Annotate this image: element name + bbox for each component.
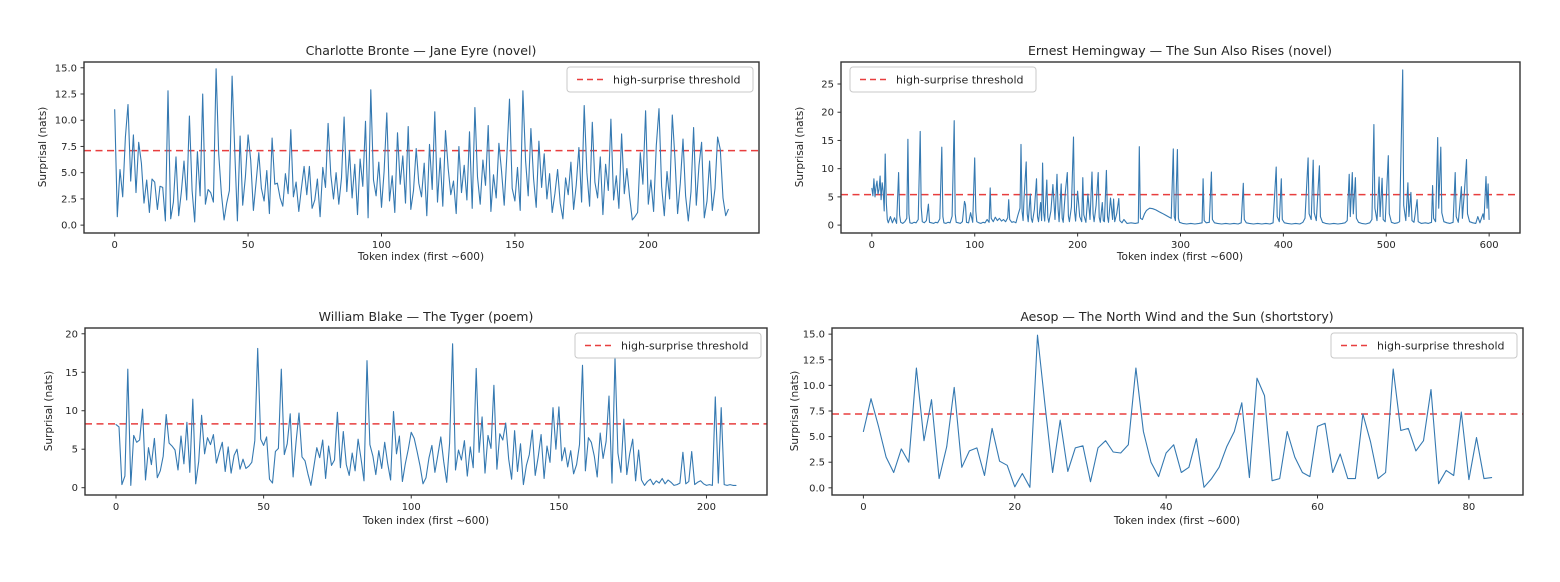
y-tick-label: 10.0 <box>803 381 825 392</box>
x-tick-label: 0 <box>869 240 875 251</box>
x-tick-label: 80 <box>1463 502 1476 513</box>
y-tick-label: 5.0 <box>809 432 825 443</box>
x-tick-label: 100 <box>402 502 421 513</box>
x-axis-label: Token index (first ~600) <box>1116 251 1243 263</box>
y-axis-label: Surprisal (nats) <box>43 371 55 452</box>
y-tick-label: 5.0 <box>61 168 77 179</box>
axes-border <box>84 327 768 496</box>
legend-label: high-surprise threshold <box>613 74 741 87</box>
y-tick-label: 0 <box>72 483 78 494</box>
x-tick-label: 100 <box>372 240 391 251</box>
chart-title: Charlotte Bronte — Jane Eyre (novel) <box>306 43 537 58</box>
x-tick-label: 50 <box>257 502 270 513</box>
axes-border <box>83 61 760 234</box>
surprisal-line <box>871 69 1490 225</box>
y-tick-label: 7.5 <box>61 142 77 153</box>
plot-area-jane-eyre: 0 50 100 150 200 0.0 2.5 5.0 7.5 10.0 12.5 15.0 high… <box>55 61 760 251</box>
y-tick-label: 2.5 <box>809 458 825 469</box>
legend-box <box>574 332 762 359</box>
legend-box <box>566 66 754 93</box>
y-tick-label: 12.5 <box>55 89 77 100</box>
x-tick-label: 0 <box>860 502 866 513</box>
y-tick-label: 5 <box>828 192 834 203</box>
chart-title: Ernest Hemingway — The Sun Also Rises (n… <box>1028 43 1332 58</box>
legend: high-surprise threshold <box>1330 332 1518 359</box>
legend-label: high-surprise threshold <box>1377 340 1505 353</box>
surprisal-line <box>115 343 737 486</box>
x-tick-label: 0 <box>111 240 117 251</box>
y-tick-label: 20 <box>821 108 834 119</box>
x-tick-label: 200 <box>697 502 716 513</box>
y-tick-label: 12.5 <box>803 355 825 366</box>
x-axis-label: Token index (first ~600) <box>1113 515 1240 527</box>
x-tick-label: 600 <box>1480 240 1499 251</box>
x-tick-label: 40 <box>1160 502 1173 513</box>
x-tick-label: 60 <box>1311 502 1324 513</box>
y-tick-label: 10 <box>65 406 78 417</box>
y-tick-label: 25 <box>821 80 834 91</box>
y-tick-label: 15 <box>821 136 834 147</box>
legend-label: high-surprise threshold <box>621 340 749 353</box>
x-tick-label: 200 <box>1068 240 1087 251</box>
x-tick-label: 500 <box>1377 240 1396 251</box>
x-tick-label: 0 <box>113 502 119 513</box>
y-tick-label: 0 <box>828 221 834 232</box>
y-tick-label: 10 <box>821 164 834 175</box>
y-tick-label: 20 <box>65 329 78 340</box>
plot-area-north-wind: 0 20 40 60 80 0.0 2.5 5.0 7.5 10.0 12.5 15.0 high-su… <box>803 327 1524 513</box>
plot-area-the-tyger: 0 50 100 150 200 0 5 10 15 20 high-surprise thresh… <box>65 327 768 513</box>
x-tick-label: 50 <box>242 240 255 251</box>
y-tick-label: 5 <box>72 445 78 456</box>
legend: high-surprise threshold <box>849 66 1037 93</box>
y-tick-label: 15.0 <box>55 63 77 74</box>
y-tick-label: 15 <box>65 368 78 379</box>
y-tick-label: 15.0 <box>803 330 825 341</box>
legend-label: high-surprise threshold <box>896 74 1024 87</box>
legend-box <box>1330 332 1518 359</box>
axes-border <box>831 327 1524 496</box>
y-tick-label: 0.0 <box>809 483 825 494</box>
x-tick-label: 150 <box>549 502 568 513</box>
plot-area-sun-also-rises: 0 100 200 300 400 500 600 0 5 10 15 20 25 high-surpri… <box>821 61 1521 251</box>
surprisal-line <box>114 68 729 223</box>
chart-title: Aesop — The North Wind and the Sun (shor… <box>1020 309 1333 324</box>
chart-title: William Blake — The Tyger (poem) <box>319 309 534 324</box>
x-tick-label: 300 <box>1171 240 1190 251</box>
x-axis-label: Token index (first ~600) <box>357 251 484 263</box>
y-tick-label: 7.5 <box>809 406 825 417</box>
x-axis-label: Token index (first ~600) <box>362 515 489 527</box>
y-tick-label: 10.0 <box>55 116 77 127</box>
y-axis-label: Surprisal (nats) <box>37 107 49 188</box>
legend-box <box>849 66 1037 93</box>
legend: high-surprise threshold <box>574 332 762 359</box>
x-tick-label: 150 <box>505 240 524 251</box>
x-tick-label: 200 <box>639 240 658 251</box>
x-tick-label: 400 <box>1274 240 1293 251</box>
surprisal-line <box>862 334 1493 488</box>
y-tick-label: 0.0 <box>61 221 77 232</box>
x-tick-label: 20 <box>1008 502 1021 513</box>
legend: high-surprise threshold <box>566 66 754 93</box>
y-axis-label: Surprisal (nats) <box>789 371 801 452</box>
y-axis-label: Surprisal (nats) <box>794 107 806 188</box>
x-tick-label: 100 <box>965 240 984 251</box>
axes-border <box>840 61 1521 234</box>
y-tick-label: 2.5 <box>61 194 77 205</box>
